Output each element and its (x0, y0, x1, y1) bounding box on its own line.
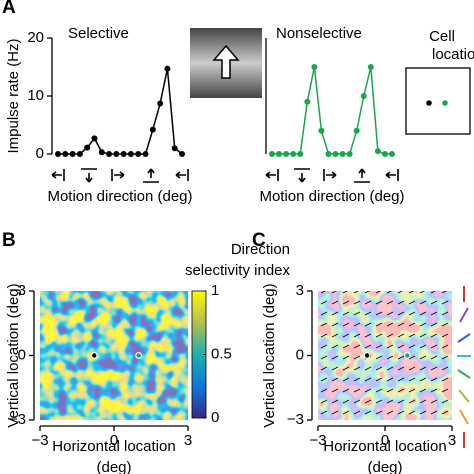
cell (90, 352, 98, 359)
panel-label: A (2, 0, 16, 18)
data-point (84, 144, 91, 151)
x-tick-label: 3 (184, 432, 192, 449)
data-point (389, 151, 395, 157)
y-tick-label: 3 (296, 282, 304, 299)
direction-icon (323, 169, 337, 181)
y-tick-label: −3 (9, 411, 26, 428)
panel-label: B (2, 230, 16, 251)
y-tick-label: 0 (296, 346, 304, 363)
data-point (179, 151, 185, 157)
x-tick-label: 0 (110, 432, 118, 449)
direction-icon (294, 168, 310, 183)
data-point (164, 65, 171, 72)
y-axis-label: Vertical location (deg) (261, 283, 278, 427)
direction-icon (111, 169, 125, 181)
data-point (332, 151, 339, 157)
chart-title: Selective (68, 25, 129, 42)
cell-dot (442, 100, 448, 106)
data-point (290, 151, 297, 157)
direction-icon (51, 169, 65, 181)
colorbar-title: selectivity index (185, 262, 291, 279)
data-point (304, 98, 311, 105)
x-axis-label: (deg) (96, 459, 131, 474)
data-point (360, 93, 367, 99)
x-axis-label: Motion direction (deg) (47, 188, 192, 205)
x-tick-label: 0 (381, 432, 389, 449)
cell-dot (426, 100, 432, 106)
data-point (353, 127, 360, 134)
colorbar-title: Direction (231, 241, 290, 258)
data-point (269, 151, 275, 157)
fit-line (272, 66, 392, 155)
direction-icon (265, 169, 279, 181)
y-tick-label: −3 (287, 411, 304, 428)
data-point (276, 151, 283, 157)
y-axis-label: Vertical location (deg) (5, 283, 22, 427)
colorbar-tick-label: 0 (211, 409, 219, 426)
y-tick-label: 0 (36, 145, 44, 162)
data-point (113, 151, 120, 157)
cell-box (405, 67, 471, 135)
data-point (374, 148, 381, 155)
data-point (62, 151, 69, 157)
data-point (171, 145, 178, 152)
y-tick-label: 0 (18, 346, 26, 363)
map (40, 291, 188, 420)
direction-icon (143, 168, 159, 183)
x-axis-label: Horizontal location (52, 438, 175, 455)
data-point (69, 151, 76, 157)
cell-locations-label: Cell (429, 28, 455, 45)
colorbar-tick-label: 0.5 (211, 345, 232, 362)
panel-label: C (252, 230, 266, 251)
data-point (318, 127, 325, 134)
data-point (346, 151, 353, 157)
data-point (135, 151, 142, 157)
data-point (297, 151, 304, 157)
chart-title: Nonselective (276, 25, 362, 42)
cell-locations-label: locations (432, 46, 474, 63)
cell (363, 352, 371, 359)
y-tick-label: 10 (27, 87, 44, 104)
stimulus-arrow (212, 44, 240, 79)
data-point (311, 64, 318, 70)
x-axis-label: Horizontal location (323, 438, 446, 455)
data-point (367, 64, 374, 70)
cell (135, 352, 143, 359)
data-point (381, 151, 388, 157)
y-axis-label: Impulse rate (Hz) (5, 38, 22, 153)
x-axis-label: (deg) (367, 459, 402, 474)
data-point (91, 135, 98, 142)
x-tick-label: −3 (309, 432, 326, 449)
fit-line (58, 68, 183, 155)
data-point (339, 151, 346, 157)
data-point (283, 151, 290, 157)
data-point (76, 151, 83, 157)
colorbar-tick-label: 1 (211, 282, 219, 299)
y-tick-label: 3 (18, 282, 26, 299)
data-point (127, 151, 134, 157)
data-point (149, 126, 156, 133)
data-point (106, 151, 113, 157)
direction-legend (457, 286, 471, 448)
x-axis-label: Motion direction (deg) (259, 188, 404, 205)
data-point (98, 149, 105, 156)
direction-icon (175, 169, 189, 181)
x-tick-label: 3 (448, 432, 456, 449)
direction-arrows (318, 291, 452, 420)
data-point (120, 151, 127, 157)
data-point (142, 151, 149, 157)
direction-icon (354, 168, 370, 183)
data-point (55, 151, 61, 157)
x-tick-label: −3 (31, 432, 48, 449)
data-point (157, 100, 164, 107)
direction-icon (81, 168, 97, 183)
cell (403, 352, 411, 359)
data-point (325, 151, 332, 157)
direction-icon (385, 169, 399, 181)
y-tick-label: 20 (27, 29, 44, 46)
